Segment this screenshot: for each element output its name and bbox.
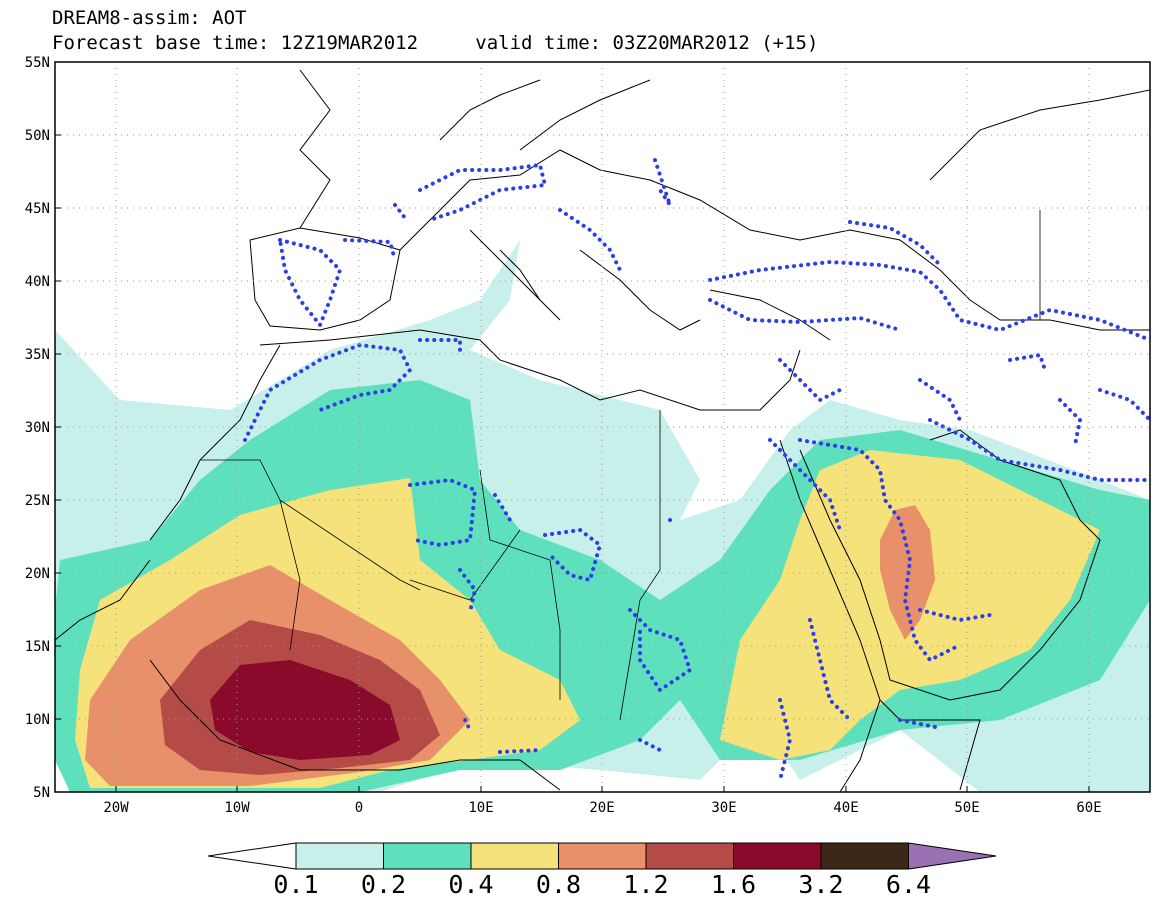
lat-label: 40N xyxy=(25,274,50,290)
lon-label: 30E xyxy=(711,800,736,816)
lon-label: 20W xyxy=(103,800,129,816)
colorbar-bin-0 xyxy=(295,842,384,870)
lat-label: 10N xyxy=(25,712,50,728)
ticks xyxy=(55,61,1090,793)
lat-label: 35N xyxy=(25,347,50,363)
lat-label: 30N xyxy=(25,420,50,436)
lon-label: 50E xyxy=(954,800,979,816)
valid-time: valid time: 03Z20MAR2012 (+15) xyxy=(475,32,819,54)
colorbar-label: 1.2 xyxy=(623,870,668,899)
lat-label: 25N xyxy=(25,493,50,509)
lon-label: 10E xyxy=(468,800,493,816)
colorbar-label: 0.1 xyxy=(273,870,318,899)
lon-label: 0 xyxy=(355,800,363,816)
colorbar-label: 0.4 xyxy=(448,870,493,899)
colorbar-under-arrow xyxy=(207,842,297,870)
lat-label: 20N xyxy=(25,566,50,582)
lat-label: 15N xyxy=(25,639,50,655)
aot-field xyxy=(55,62,1150,792)
colorbar-bin-5 xyxy=(733,842,822,870)
lon-label: 10W xyxy=(224,800,250,816)
colorbar-bin-2 xyxy=(470,842,559,870)
aot-band-1.6 xyxy=(210,660,400,760)
lat-label: 45N xyxy=(25,201,50,217)
base-time: Forecast base time: 12Z19MAR2012 xyxy=(52,32,419,54)
colorbar-bin-3 xyxy=(558,842,647,870)
colorbar-label: 3.2 xyxy=(798,870,843,899)
lat-label: 5N xyxy=(33,785,50,801)
lat-label: 55N xyxy=(25,55,50,71)
colorbar-over-arrow xyxy=(908,842,997,870)
grid xyxy=(55,62,1150,792)
coastlines xyxy=(55,69,1150,792)
blue-dotted-contours xyxy=(243,158,1150,782)
borders xyxy=(200,210,1041,721)
map-title: DREAM8-assim: AOT xyxy=(52,7,247,29)
colorbar-label: 0.2 xyxy=(361,870,406,899)
lon-label: 40E xyxy=(833,800,858,816)
colorbar-bin-6 xyxy=(820,842,909,870)
colorbar-label: 0.8 xyxy=(536,870,581,899)
colorbar-bin-4 xyxy=(645,842,734,870)
lat-label: 50N xyxy=(25,128,50,144)
colorbar xyxy=(207,842,997,870)
lon-label: 60E xyxy=(1076,800,1101,816)
lon-label: 20E xyxy=(589,800,614,816)
colorbar-label: 6.4 xyxy=(886,870,931,899)
colorbar-bin-1 xyxy=(383,842,472,870)
colorbar-label: 1.6 xyxy=(711,870,756,899)
map-subtitle: Forecast base time: 12Z19MAR2012 valid t… xyxy=(52,33,818,53)
